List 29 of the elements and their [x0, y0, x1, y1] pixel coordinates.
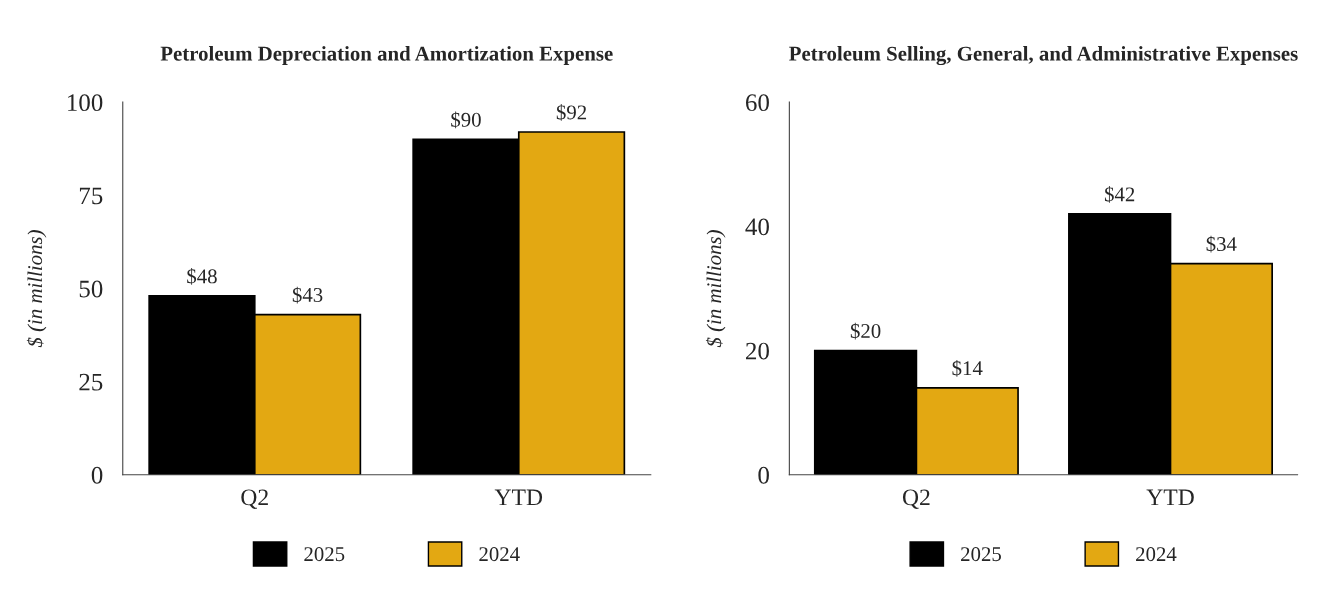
y-tick-label: 25	[79, 373, 103, 391]
y-tick-label: 0	[758, 466, 769, 484]
data-label: $92	[556, 104, 587, 121]
data-label: $42	[1104, 186, 1135, 203]
legend-label: 2024	[479, 547, 520, 562]
legend-label: 2024	[1136, 547, 1177, 562]
chart-title: Petroleum Selling, General, and Administrative Expenses	[789, 46, 1298, 66]
x-tick-label: Q2	[241, 489, 268, 509]
y-tick-label: 40	[745, 218, 769, 236]
y-tick-label: 100	[68, 94, 103, 112]
y-tick-label: 75	[79, 187, 103, 205]
y-tick-label: 20	[746, 342, 769, 360]
x-tick-label: YTD	[1146, 489, 1194, 506]
y-axis-title: $ (in millions)	[26, 230, 47, 348]
legend-label: 2025	[304, 547, 345, 562]
data-label: $34	[1206, 235, 1237, 253]
data-label: $14	[952, 359, 983, 377]
x-tick-label: YTD	[494, 489, 543, 506]
legend-label: 2025	[961, 547, 1001, 562]
data-label: $43	[292, 286, 323, 304]
x-tick-label: Q2	[902, 489, 930, 509]
data-label: $48	[187, 268, 217, 285]
data-label: $20	[850, 322, 881, 340]
y-axis-title: $ (in millions)	[705, 230, 726, 348]
chart-title: Petroleum Depreciation and Amortization Expense	[160, 46, 613, 65]
y-tick-label: 60	[745, 94, 769, 112]
data-label: $90	[451, 111, 481, 129]
y-tick-label: 0	[91, 466, 103, 484]
y-tick-label: 50	[79, 280, 103, 298]
